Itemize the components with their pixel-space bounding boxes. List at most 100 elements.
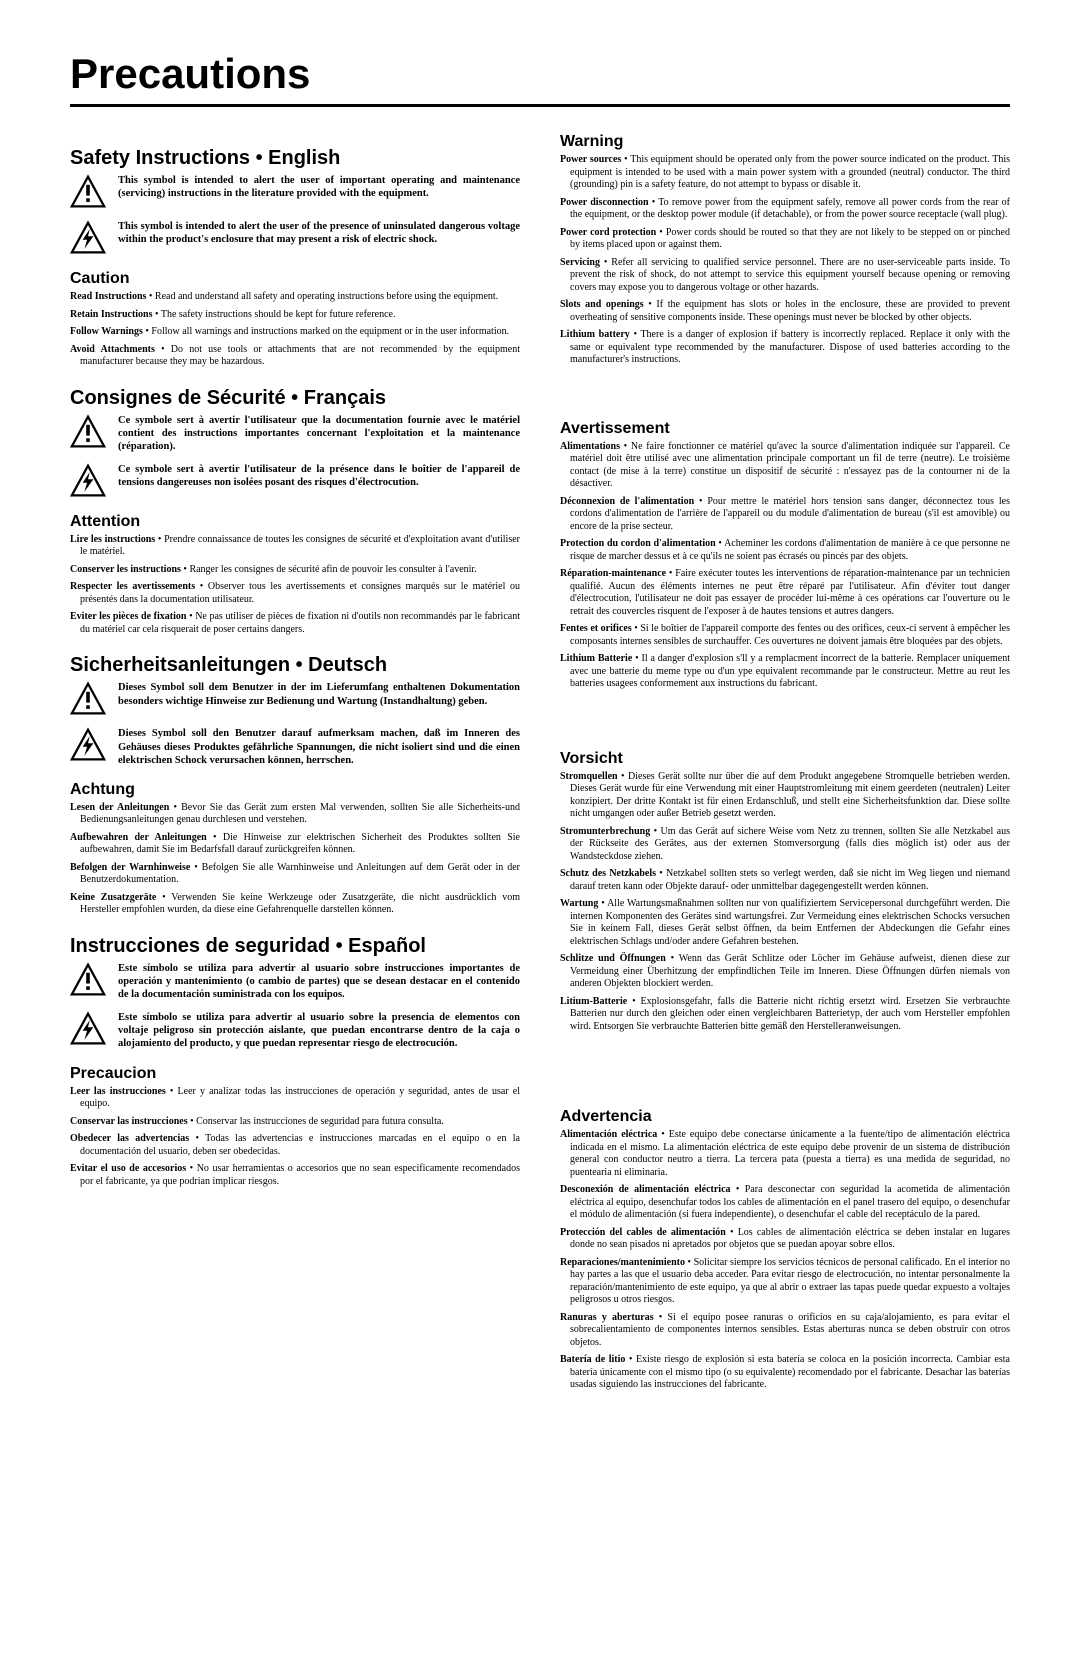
warning-item: Power cord protection • Power cords shou… — [560, 227, 1010, 252]
warning-item: Servicing • Refer all servicing to quali… — [560, 257, 1010, 295]
warning-item: Alimentación eléctrica • Este equipo deb… — [560, 1129, 1010, 1179]
item-label: Conserver les instructions — [70, 564, 181, 575]
item-label: Schlitze und Öffnungen — [560, 953, 666, 964]
warning-item: Stromquellen • Dieses Gerät sollte nur ü… — [560, 771, 1010, 821]
warning-triangle-icon — [70, 174, 106, 210]
symbol-text: Dieses Symbol soll den Benutzer darauf a… — [118, 727, 520, 766]
item-label: Alimentación eléctrica — [560, 1129, 657, 1140]
symbol-row: Dieses Symbol soll dem Benutzer in der i… — [70, 681, 520, 717]
warning-section: Advertencia Alimentación eléctrica • Este… — [560, 1108, 1010, 1392]
symbol-text: Dieses Symbol soll dem Benutzer in der i… — [118, 681, 520, 707]
item-label: Stromunterbrechung — [560, 826, 650, 837]
voltage-triangle-icon — [70, 1011, 106, 1047]
item-text: This equipment should be operated only f… — [570, 154, 1010, 190]
warning-item: Lithium battery • There is a danger of e… — [560, 329, 1010, 367]
warning-item: Power disconnection • To remove power fr… — [560, 197, 1010, 222]
item-label: Respecter les avertissements — [70, 581, 195, 592]
spacer — [560, 372, 1010, 406]
item-label: Reparaciones/mantenimiento — [560, 1257, 685, 1268]
item-text: Follow all warnings and instructions mar… — [151, 326, 509, 337]
caution-item: Eviter les pièces de fixation • Ne pas u… — [70, 611, 520, 636]
voltage-triangle-icon — [70, 220, 106, 256]
warning-item: Power sources • This equipment should be… — [560, 154, 1010, 192]
warning-triangle-icon — [70, 962, 106, 998]
item-label: Read Instructions — [70, 291, 146, 302]
caution-item: Lire les instructions • Prendre connaiss… — [70, 534, 520, 559]
item-label: Follow Warnings — [70, 326, 143, 337]
warning-heading: Vorsicht — [560, 750, 1010, 768]
warning-triangle-icon — [70, 681, 106, 717]
voltage-triangle-icon — [70, 463, 106, 499]
item-label: Lithium battery — [560, 329, 630, 340]
symbol-text: Este símbolo se utiliza para advertir al… — [118, 1011, 520, 1050]
right-column: Warning Power sources • This equipment sh… — [560, 129, 1010, 1397]
symbol-text: Ce symbole sert à avertir l'utilisateur … — [118, 414, 520, 453]
caution-item: Conserver les instructions • Ranger les … — [70, 564, 520, 577]
item-label: Leer las instrucciones — [70, 1086, 166, 1097]
item-text: There is a danger of explosion if batter… — [570, 329, 1010, 365]
item-label: Réparation-maintenance — [560, 568, 666, 579]
warning-item: Déconnexion de l'alimentation • Pour met… — [560, 496, 1010, 534]
item-label: Lithium Batterie — [560, 653, 632, 664]
item-label: Batería de litio — [560, 1354, 625, 1365]
warning-item: Ranuras y aberturas • Si el equipo posee… — [560, 1312, 1010, 1350]
item-text: Ne faire fonctionner ce matériel qu'avec… — [570, 441, 1010, 490]
item-label: Power cord protection — [560, 227, 656, 238]
item-label: Conservar las instrucciones — [70, 1116, 188, 1127]
item-label: Eviter les pièces de fixation — [70, 611, 186, 622]
warning-triangle-icon — [70, 414, 106, 450]
language-section: Instrucciones de seguridad • EspañolEste… — [70, 935, 520, 1188]
symbol-text: Este símbolo se utiliza para advertir al… — [118, 962, 520, 1001]
item-label: Protection du cordon d'alimentation — [560, 538, 716, 549]
symbol-row: Dieses Symbol soll den Benutzer darauf a… — [70, 727, 520, 766]
section-heading: Sicherheitsanleitungen • Deutsch — [70, 654, 520, 677]
spacer — [560, 1038, 1010, 1094]
item-label: Befolgen der Warnhinweise — [70, 862, 190, 873]
caution-item: Obedecer las advertencias • Todas las ad… — [70, 1133, 520, 1158]
item-text: Existe riesgo de explosión si esta bater… — [570, 1354, 1010, 1390]
item-text: Conservar las instrucciones de seguridad… — [196, 1116, 444, 1127]
voltage-triangle-icon — [70, 220, 106, 256]
section-heading: Safety Instructions • English — [70, 147, 520, 170]
caution-item: Conservar las instrucciones • Conservar … — [70, 1116, 520, 1129]
item-label: Alimentations — [560, 441, 620, 452]
item-label: Litium-Batterie — [560, 996, 627, 1007]
item-label: Wartung — [560, 898, 598, 909]
symbol-row: This symbol is intended to alert the use… — [70, 220, 520, 256]
item-label: Fentes et orifices — [560, 623, 632, 634]
warning-item: Stromunterbrechung • Um das Gerät auf si… — [560, 826, 1010, 864]
section-heading: Consignes de Sécurité • Français — [70, 387, 520, 410]
warning-item: Réparation-maintenance • Faire exécuter … — [560, 568, 1010, 618]
caution-item: Follow Warnings • Follow all warnings an… — [70, 326, 520, 339]
item-text: Alle Wartungsmaßnahmen sollten nur von q… — [570, 898, 1010, 947]
item-text: Refer all servicing to qualified service… — [570, 257, 1010, 293]
symbol-row: Este símbolo se utiliza para advertir al… — [70, 962, 520, 1001]
warning-item: Schutz des Netzkabels • Netzkabel sollte… — [560, 868, 1010, 893]
warning-item: Slots and openings • If the equipment ha… — [560, 299, 1010, 324]
caution-item: Avoid Attachments • Do not use tools or … — [70, 344, 520, 369]
item-label: Avoid Attachments — [70, 344, 155, 355]
caution-item: Read Instructions • Read and understand … — [70, 291, 520, 304]
item-label: Obedecer las advertencias — [70, 1133, 189, 1144]
language-section: Consignes de Sécurité • Français Ce symbo… — [70, 387, 520, 637]
item-text: Dieses Gerät sollte nur über die auf dem… — [570, 771, 1010, 820]
two-column-layout: Safety Instructions • English This symbol… — [70, 129, 1010, 1397]
warning-heading: Warning — [560, 133, 1010, 151]
caution-item: Befolgen der Warnhinweise • Befolgen Sie… — [70, 862, 520, 887]
warning-item: Alimentations • Ne faire fonctionner ce … — [560, 441, 1010, 491]
warning-item: Protección del cables de alimentación • … — [560, 1227, 1010, 1252]
caution-heading: Attention — [70, 513, 520, 531]
symbol-row: This symbol is intended to alert the use… — [70, 174, 520, 210]
item-label: Slots and openings — [560, 299, 644, 310]
item-label: Evitar el uso de accesorios — [70, 1163, 186, 1174]
warning-item: Batería de litio • Existe riesgo de expl… — [560, 1354, 1010, 1392]
caution-item: Evitar el uso de accesorios • No usar he… — [70, 1163, 520, 1188]
warning-heading: Advertencia — [560, 1108, 1010, 1126]
caution-heading: Caution — [70, 270, 520, 288]
left-column: Safety Instructions • English This symbol… — [70, 129, 520, 1397]
item-text: Ranger les consignes de sécurité afin de… — [189, 564, 476, 575]
warning-item: Lithium Batterie • Il a danger d'explosi… — [560, 653, 1010, 691]
caution-item: Respecter les avertissements • Observer … — [70, 581, 520, 606]
warning-item: Reparaciones/mantenimiento • Solicitar s… — [560, 1257, 1010, 1307]
item-label: Protección del cables de alimentación — [560, 1227, 726, 1238]
